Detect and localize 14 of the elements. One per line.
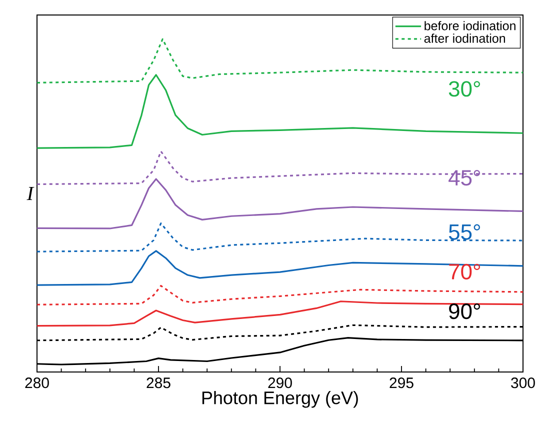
annotation: 70° [449,264,480,280]
x-tick-label: 290 [268,378,292,388]
x-tick-label: 295 [390,378,414,388]
annotation: 30° [448,81,480,97]
x-tick-label: 300 [511,378,535,388]
legend-label: after iodination [424,34,505,43]
annotation: 90° [449,304,480,320]
annotation: 45° [448,170,480,186]
legend-label: before iodination [424,21,516,30]
y-axis-title: I [26,186,34,200]
x-tick-label: 280 [25,378,49,388]
annotation: 55° [448,224,480,240]
x-axis-title: Photon Energy (eV) [202,391,358,408]
x-tick-label: 285 [146,378,170,388]
